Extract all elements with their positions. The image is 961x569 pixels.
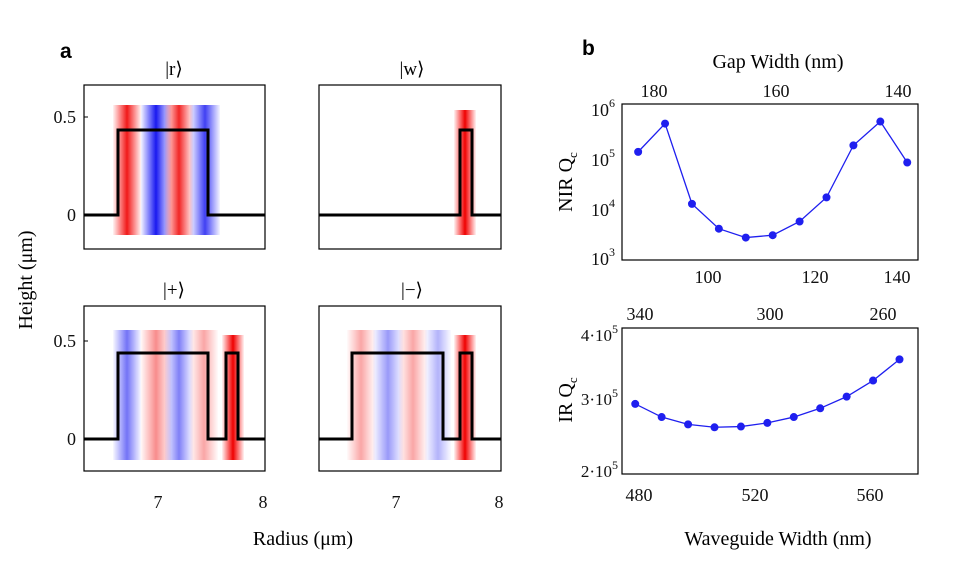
pa-ytick-bot-0: 0 [67,429,76,449]
nir-point-9 [876,117,885,126]
pa-xlabel: Radius (μm) [253,528,353,550]
nir-point-1 [661,119,670,128]
pa-xtick-right-7: 7 [392,492,401,512]
ir-bottom-xtick-0: 480 [626,485,653,505]
nir-point-8 [849,141,858,150]
nir-top-xticks: 180 160 140 [641,81,912,101]
ir-plot-area [631,355,904,432]
ir-xlabel: Waveguide Width (nm) [684,528,871,550]
mode-title-plus: |+⟩ [163,280,185,301]
ir-series-line [634,358,900,428]
nir-top-xtick-2: 140 [885,81,912,101]
nir-bottom-xtick-2: 140 [884,267,911,287]
waveguide-outline-w [319,128,501,217]
nir-bottom-xtick-0: 100 [695,267,722,287]
nir-point-5 [768,231,777,240]
ir-point-2 [684,420,693,429]
nir-point-2 [687,199,696,208]
ir-point-1 [657,413,666,422]
pa-ylabel: Height (μm) [15,230,37,329]
pa-xtick-left-8: 8 [259,492,268,512]
pa-ytick-top-1: 0.5 [54,107,77,127]
mode-plus-frame [83,305,266,472]
mode-title-minus: |−⟩ [401,280,423,301]
mode-r-frame [83,84,266,250]
ir-bottom-xtick-1: 520 [742,485,769,505]
ir-point-9 [869,376,878,385]
nir-top-xtick-0: 180 [641,81,668,101]
waveguide-outline-minus [319,351,501,441]
ir-point-6 [789,413,798,422]
nir-top-xlabel: Gap Width (nm) [712,51,843,73]
nir-point-7 [822,193,831,202]
pa-xtick-right-8: 8 [495,492,504,512]
nir-chart-frame [621,103,919,261]
nir-point-4 [741,233,750,242]
nir-ylabel: NIR Qc [555,152,580,212]
mode-title-r: |r⟩ [165,59,183,80]
panel-label-a: a [60,40,72,63]
ir-top-xtick-1: 300 [757,304,784,324]
nir-ytick-4: 104 [591,196,615,220]
nir-point-10 [903,158,912,167]
ir-point-8 [842,392,851,401]
mode-title-w: |w⟩ [400,59,425,80]
nir-series-line [637,120,908,239]
nir-ytick-3: 103 [591,245,615,269]
ir-chart-frame [621,327,919,475]
nir-point-6 [795,217,804,226]
nir-plot-area [634,117,912,242]
nir-bottom-xtick-1: 120 [802,267,829,287]
ir-top-xtick-0: 340 [627,304,654,324]
ir-point-3 [710,423,719,432]
ir-point-7 [816,404,825,413]
pa-xtick-left-7: 7 [154,492,163,512]
ir-top-xtick-2: 260 [870,304,897,324]
mode-minus-frame [318,305,502,472]
mode-w-frame [318,84,502,250]
ir-point-0 [631,399,640,408]
nir-point-0 [634,147,643,156]
nir-ytick-5: 105 [591,146,615,170]
ir-ytick-3e5: 3·105 [581,386,618,409]
nir-top-xtick-1: 160 [763,81,790,101]
ir-ytick-2e5: 2·105 [581,458,618,481]
mode-r-field [113,105,220,235]
waveguide-outline-r [84,128,265,217]
ir-ytick-4e5: 4·105 [581,322,618,345]
ir-point-4 [736,422,745,431]
nir-yticks: 106 105 104 103 [591,96,615,269]
ir-ylabel: IR Qc [555,377,580,422]
ir-point-10 [895,355,904,364]
panel-label-b: b [582,37,595,60]
nir-ytick-6: 106 [591,96,615,120]
waveguide-outline-plus [84,351,265,441]
pa-ytick-top-0: 0 [67,205,76,225]
nir-point-3 [714,224,723,233]
ir-point-5 [763,418,772,427]
pa-ytick-bot-1: 0.5 [54,331,77,351]
ir-bottom-xtick-2: 560 [857,485,884,505]
